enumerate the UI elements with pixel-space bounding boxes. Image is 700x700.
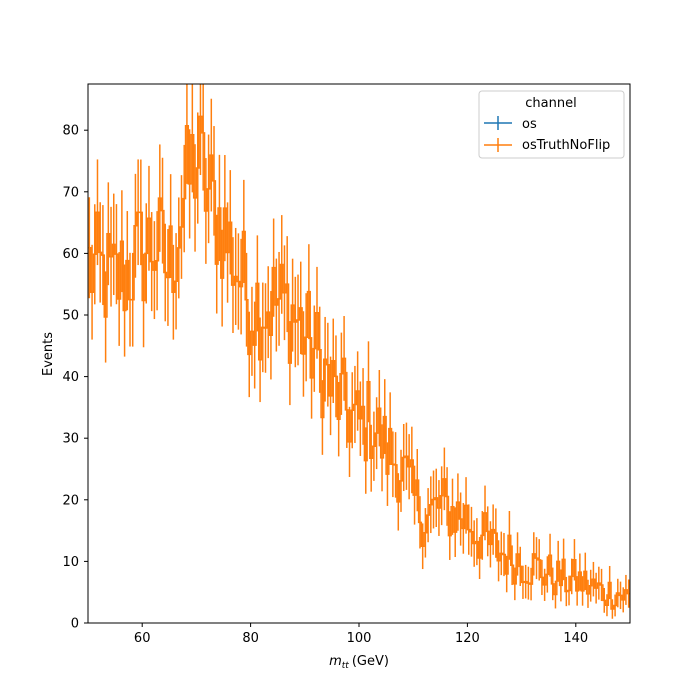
legend-box [478, 90, 625, 159]
legend-label-os: os [522, 117, 537, 132]
x-axis-ticks: 60 80 100 120 140 [134, 623, 588, 646]
y-tick-label: 20 [62, 493, 79, 508]
legend-label-ostruthnoflip: osTruthNoFlip [522, 138, 610, 153]
legend-entry-ostruthnoflip: osTruthNoFlip [484, 138, 610, 153]
series-layer [88, 84, 630, 619]
y-axis-ticks: 0 10 20 30 40 50 60 70 80 [62, 124, 88, 632]
plot-frame [88, 84, 630, 623]
legend-entry-os: os [484, 116, 537, 132]
series-osTruthNoFlip [88, 84, 630, 619]
y-tick-label: 40 [62, 370, 79, 385]
y-tick-label: 10 [62, 555, 79, 570]
y-tick-label: 50 [62, 309, 79, 324]
y-axis-label: Events [41, 332, 56, 376]
x-tick-label: 100 [347, 631, 372, 646]
plot-area [87, 83, 631, 624]
y-tick-label: 80 [62, 124, 79, 139]
legend-title: channel [525, 96, 576, 111]
x-tick-label: 60 [134, 631, 151, 646]
y-tick-label: 60 [62, 247, 79, 262]
y-tick-label: 0 [71, 617, 79, 632]
x-tick-label: 140 [563, 631, 588, 646]
legend: channel os osTruthNoFlip [478, 90, 625, 159]
x-tick-label: 120 [455, 631, 480, 646]
x-axis-label: mtt (GeV) [329, 654, 389, 671]
y-tick-label: 70 [62, 185, 79, 200]
x-tick-label: 80 [242, 631, 259, 646]
y-tick-label: 30 [62, 432, 79, 447]
